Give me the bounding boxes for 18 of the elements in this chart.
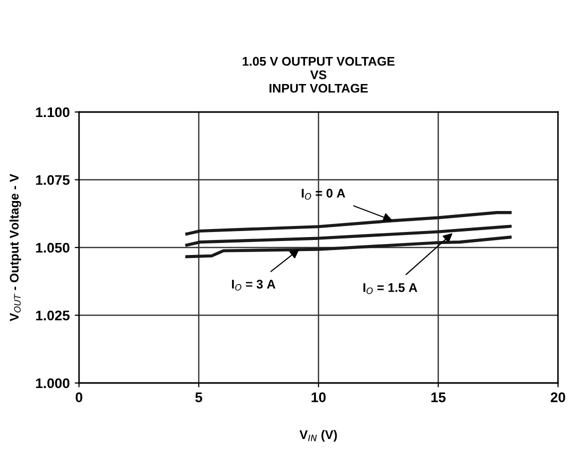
x-tick-label: 20 (550, 392, 566, 402)
annotation: I$_{O}$ = 1.5 A (363, 283, 418, 294)
line-series (185, 224, 512, 247)
x-tick-label: 5 (195, 392, 202, 402)
y-axis-title: V$_{OUT}$ - Output Voltage - V (9, 174, 22, 322)
y-tick-label: 1.100 (36, 107, 70, 118)
y-tick-label: 1.050 (36, 242, 70, 253)
x-axis-title: V$_{IN}$ (V) (300, 430, 337, 442)
line-series (185, 211, 512, 236)
y-tick-label: 1.000 (36, 378, 70, 388)
y-tick-label: 1.025 (36, 310, 70, 320)
chart-title: 1.05 V OUTPUT VOLTAGE VS INPUT VOLTAGE (242, 56, 395, 93)
x-tick-label: 0 (76, 392, 82, 402)
y-tick-label: 1.075 (36, 175, 70, 185)
x-tick-label: 15 (431, 392, 446, 402)
line-series (185, 236, 512, 258)
annotation: I$_{O}$ = 3 A (232, 280, 276, 291)
x-tick-label: 10 (312, 392, 326, 402)
